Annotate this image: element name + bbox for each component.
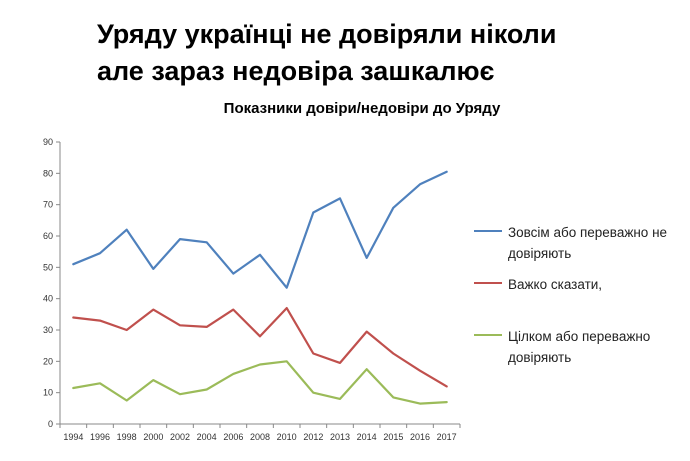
series-line-2 — [72, 360, 448, 405]
legend: Зовсім або переважно не довіряють Важко … — [474, 222, 684, 368]
y-tick-label-30: 30 — [43, 325, 53, 335]
x-tick-label-2000: 2000 — [143, 432, 163, 442]
x-tick-label-2004: 2004 — [197, 432, 217, 442]
headline: Уряду українці не довіряли ніколи але за… — [97, 16, 677, 90]
legend-item-distrust: Зовсім або переважно не довіряють — [474, 222, 684, 274]
x-tick-label-2008: 2008 — [250, 432, 270, 442]
y-tick-label-20: 20 — [43, 356, 53, 366]
headline-line-1: Уряду українці не довіряли ніколи — [97, 19, 557, 49]
x-tick-label-2016: 2016 — [410, 432, 430, 442]
x-tick-label-1998: 1998 — [117, 432, 137, 442]
x-tick-label-1996: 1996 — [90, 432, 110, 442]
x-tick-label-2015: 2015 — [383, 432, 403, 442]
series-line-1 — [72, 307, 448, 388]
y-tick-label-40: 40 — [43, 294, 53, 304]
legend-label-distrust: Зовсім або переважно не довіряють — [508, 225, 668, 261]
y-tick-label-60: 60 — [43, 231, 53, 241]
legend-swatch-distrust — [474, 230, 502, 232]
y-tick-label-50: 50 — [43, 262, 53, 272]
series-line-0 — [72, 170, 448, 289]
y-tick-label-10: 10 — [43, 388, 53, 398]
x-tick-label-1994: 1994 — [63, 432, 83, 442]
legend-label-undecided: Важко сказати, — [508, 277, 603, 292]
y-tick-label-90: 90 — [43, 137, 53, 147]
headline-line-2: але зараз недовіра зашкалює — [97, 56, 495, 86]
y-tick-label-80: 80 — [43, 168, 53, 178]
legend-item-trust: Цілком або переважно довіряють — [474, 326, 684, 368]
x-tick-label-2012: 2012 — [303, 432, 323, 442]
legend-label-trust: Цілком або переважно довіряють — [508, 329, 651, 365]
x-tick-label-2014: 2014 — [357, 432, 377, 442]
x-tick-label-2010: 2010 — [277, 432, 297, 442]
x-tick-label-2002: 2002 — [170, 432, 190, 442]
legend-swatch-trust — [474, 334, 502, 336]
x-tick-label-2017: 2017 — [437, 432, 457, 442]
x-tick-label-2006: 2006 — [223, 432, 243, 442]
y-tick-label-70: 70 — [43, 200, 53, 210]
chart-title: Показники довіри/недовіри до Уряду — [223, 100, 501, 117]
legend-swatch-undecided — [474, 282, 502, 284]
x-tick-label-2013: 2013 — [330, 432, 350, 442]
legend-item-undecided: Важко сказати, — [474, 274, 684, 326]
y-tick-label-0: 0 — [48, 419, 53, 429]
